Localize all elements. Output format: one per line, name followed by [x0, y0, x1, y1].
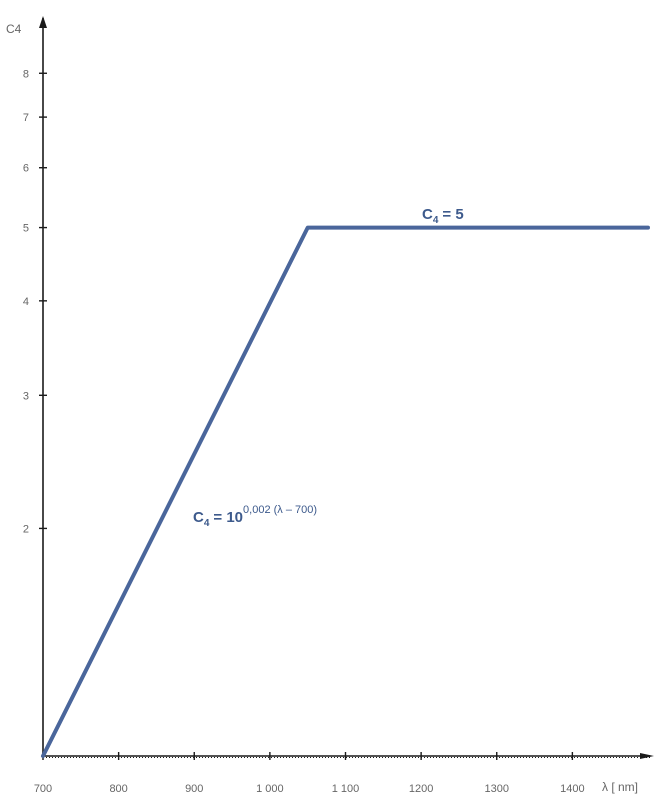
annotation-rising-base: C: [193, 509, 204, 526]
y-tick-label: 6: [23, 163, 29, 175]
y-tick-label: 2: [23, 523, 29, 535]
svg-text:C4: C4: [6, 22, 22, 36]
x-tick-label: 1 100: [332, 783, 360, 795]
svg-text:C4= 100,002 (λ – 700): C4 = 100,002 (λ – 700): [193, 504, 317, 529]
x-tick-label: 700: [34, 783, 52, 795]
x-axis-title-text: λ [ nm]: [602, 780, 638, 794]
x-axis-arrow: [640, 753, 654, 759]
axes: [39, 16, 654, 759]
x-axis-title: λ [ nm]: [602, 780, 638, 794]
y-tick-label: 5: [23, 223, 29, 235]
series-layer: [41, 225, 650, 758]
annotation-plateau-base: C: [422, 206, 433, 223]
x-tick-label: 900: [185, 783, 203, 795]
y-axis-arrow: [39, 16, 47, 28]
x-tick-label: 1 000: [256, 783, 284, 795]
annotation-plateau-eq: = 5: [442, 206, 463, 223]
annotation-rising-eq: = 10: [213, 509, 243, 526]
annotation-rising-sub: 4: [204, 518, 210, 529]
ticks: 700 800 900 1 000 1 100 1200 1300 1400 2 3 4 5 6 7 8: [23, 68, 585, 795]
y-tick-label: 8: [23, 68, 29, 80]
y-tick-label: 7: [23, 112, 29, 124]
annotation-rising-exponent: 0,002 (λ – 700): [243, 504, 317, 516]
y-tick-label: 3: [23, 390, 29, 402]
y-axis-title: C4: [6, 22, 22, 36]
x-tick-label: 1200: [409, 783, 433, 795]
x-tick-label: 800: [109, 783, 127, 795]
series-line: [41, 225, 650, 758]
x-tick-label: 1300: [485, 783, 509, 795]
x-tick-label: 1400: [560, 783, 584, 795]
y-tick-label: 4: [23, 296, 29, 308]
svg-text:C4= 5: C4 = 5: [422, 206, 464, 226]
annotation-rising: C4 = 100,002 (λ – 700): [193, 504, 317, 529]
annotation-plateau: C4 = 5: [422, 206, 464, 226]
y-axis-title-base: C4: [6, 22, 22, 36]
annotation-plateau-sub: 4: [433, 215, 439, 226]
